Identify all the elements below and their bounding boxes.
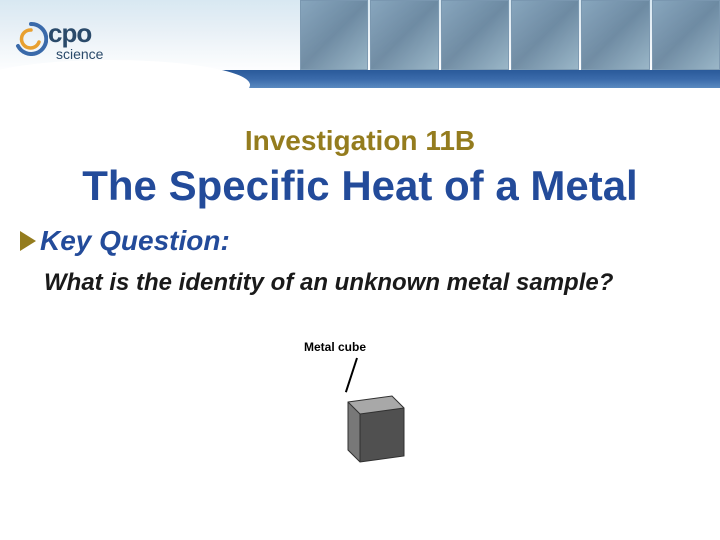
question-text: What is the identity of an unknown metal… [44,268,664,298]
metal-cube-figure: Metal cube [280,340,460,490]
logo-text-science: science [56,46,103,62]
logo-text-cpo: cpo [48,18,91,49]
header-tile [652,0,720,70]
key-question-label: Key Question: [40,225,230,257]
header-tile [370,0,438,70]
header-tile [300,0,368,70]
slide-subtitle: Investigation 11B [0,125,720,157]
cube-label: Metal cube [304,340,366,354]
header-band: cpo science [0,0,720,98]
header-image-strip [300,0,720,70]
header-tile [441,0,509,70]
cpo-science-logo: cpo science [14,14,129,74]
header-tile [581,0,649,70]
key-question-row: Key Question: [20,225,230,257]
chevron-right-icon [20,231,36,251]
logo-swirl-icon [14,22,48,56]
metal-cube-icon [336,384,416,468]
header-tile [511,0,579,70]
slide-title: The Specific Heat of a Metal [0,162,720,210]
